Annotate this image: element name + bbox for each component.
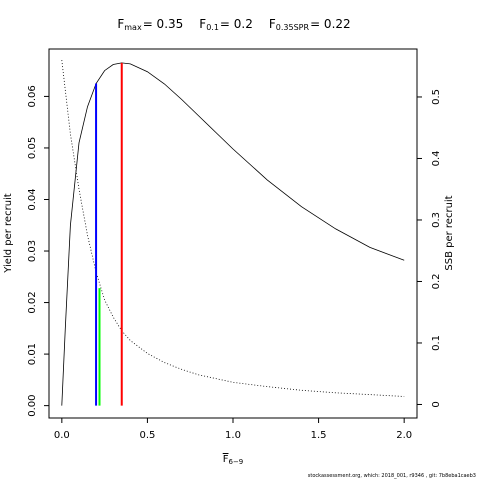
plot-area [61,60,405,406]
title-fmax-symbol: F [117,17,124,31]
title-f01-subscript: 0.1 [206,23,219,32]
x-tick-label: 1.5 [311,430,327,441]
title-f01-symbol: F [199,17,206,31]
y2-tick-label: 0.2 [431,274,442,290]
ssb-per-recruit-line [61,60,405,397]
title-fspr-value: = 0.22 [310,17,351,31]
title-fspr-symbol: F [269,17,276,31]
y2-tick-label: 0.4 [431,151,442,167]
x-axis-title-subscript: 6−9 [228,458,243,466]
x-tick-label: 0.5 [139,430,155,441]
x-axis-title-symbol: F [223,454,229,465]
y-tick-label: 0.04 [27,188,38,210]
x-tick-label: 1.0 [225,430,241,441]
y-tick-label: 0.06 [27,85,38,107]
y-tick-label: 0.02 [27,291,38,313]
y-tick-label: 0.03 [27,240,38,262]
y2-tick-label: 0.1 [431,335,442,351]
yield-per-recruit-line [61,62,405,406]
y-tick-label: 0.01 [27,343,38,365]
y2-tick-label: 0.5 [431,89,442,105]
footer-credit: stockassessment.org, which: 2018_001, r9… [308,473,476,479]
title-fmax-subscript: max [124,23,142,32]
y-axis-left: 0.00 0.01 0.02 0.03 0.04 0.05 0.06 [27,85,49,417]
y-tick-label: 0.00 [27,394,38,416]
y2-axis-title: SSB per recruit [444,195,455,270]
title-fmax-value: = 0.35 [143,17,184,31]
y2-tick-label: 0.3 [431,212,442,228]
chart-title: Fmax= 0.35 F0.1= 0.2 F0.35SPR= 0.22 [117,17,350,32]
y-axis-title: Yield per recruit [3,193,14,274]
title-fspr-subscript: 0.35SPR [276,23,310,32]
title-f01-value: = 0.2 [220,17,253,31]
y2-tick-label: 0 [431,401,442,407]
x-tick-label: 2.0 [396,430,412,441]
x-axis: 0.0 0.5 1.0 1.5 2.0 [54,417,412,441]
x-tick-label: 0.0 [54,430,70,441]
y-tick-label: 0.05 [27,137,38,159]
x-axis-title: F6−9 [223,454,244,466]
y-axis-right: 0 0.1 0.2 0.3 0.4 0.5 [417,89,442,408]
